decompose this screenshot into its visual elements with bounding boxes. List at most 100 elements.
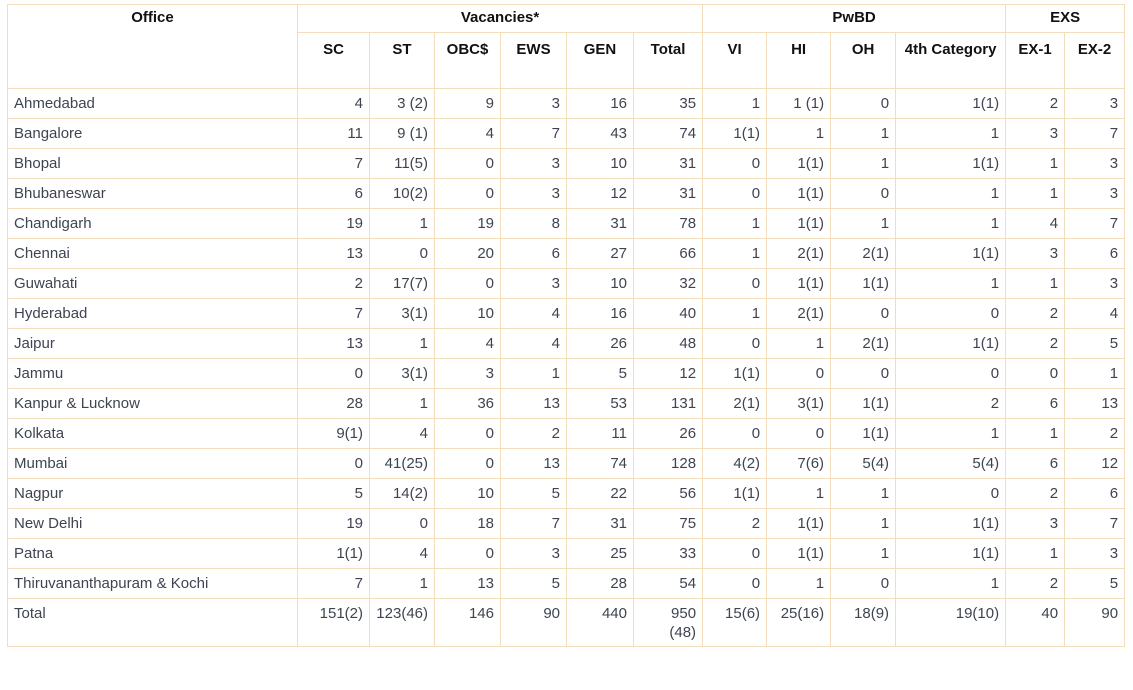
value-cell: 90 <box>500 598 567 647</box>
value-cell: 75 <box>632 508 704 539</box>
value-cell: 2 <box>1005 478 1066 509</box>
column-header-office: Office <box>7 4 298 89</box>
value-cell: 2 <box>297 268 370 299</box>
column-header-oh: OH <box>830 32 897 89</box>
value-cell: 2 <box>702 508 768 539</box>
value-cell: 0 <box>434 418 501 449</box>
value-cell: 3 <box>500 148 567 179</box>
value-cell: 2(1) <box>702 388 768 419</box>
value-cell: 1 <box>766 478 832 509</box>
value-cell: 0 <box>369 238 435 269</box>
value-cell: 16 <box>566 298 634 329</box>
value-cell: 3(1) <box>369 358 435 389</box>
value-cell: 4 <box>434 328 501 359</box>
value-cell: 31 <box>566 508 634 539</box>
value-cell: 74 <box>566 448 634 479</box>
value-cell: 2(1) <box>766 298 832 329</box>
value-cell: 1(1) <box>702 478 768 509</box>
value-cell: 7 <box>1064 118 1126 149</box>
value-cell: 32 <box>632 268 704 299</box>
value-cell: 1(1) <box>766 178 832 209</box>
column-header-ews: EWS <box>500 32 567 89</box>
value-cell: 0 <box>702 568 768 599</box>
value-cell: 0 <box>766 418 832 449</box>
value-cell: 0 <box>434 148 501 179</box>
value-cell: 1(1) <box>895 328 1007 359</box>
value-cell: 18(9) <box>830 598 897 647</box>
value-cell: 1 <box>1005 538 1066 569</box>
value-cell: 0 <box>830 358 897 389</box>
value-cell: 2 <box>500 418 567 449</box>
value-cell: 1 <box>1064 358 1126 389</box>
value-cell: 2 <box>1064 418 1126 449</box>
value-cell: 1 <box>369 328 435 359</box>
value-cell: 41(25) <box>369 448 435 479</box>
value-cell: 6 <box>1005 448 1066 479</box>
value-cell: 31 <box>632 148 704 179</box>
office-cell: Bangalore <box>7 118 298 149</box>
value-cell: 3 <box>500 268 567 299</box>
value-cell: 0 <box>830 298 897 329</box>
value-cell: 3 <box>1005 238 1066 269</box>
value-cell: 35 <box>632 88 704 119</box>
value-cell: 13 <box>1064 388 1126 419</box>
value-cell: 7(6) <box>766 448 832 479</box>
column-header-ex-1: EX-1 <box>1005 32 1066 89</box>
value-cell: 123(46) <box>369 598 435 647</box>
value-cell: 11(5) <box>369 148 435 179</box>
table-row: New Delhi 19 0 18 7 31 75 2 1(1) 1 1(1) 3 7 <box>7 508 1126 539</box>
value-cell: 5(4) <box>895 448 1007 479</box>
value-cell: 74 <box>632 118 704 149</box>
value-cell: 1 <box>830 118 897 149</box>
value-cell: 28 <box>297 388 370 419</box>
value-cell: 3 <box>1064 178 1126 209</box>
value-cell: 0 <box>702 148 768 179</box>
value-cell: 0 <box>434 178 501 209</box>
value-cell: 10 <box>566 148 634 179</box>
value-cell: 1 <box>702 88 768 119</box>
column-header-sc: SC <box>297 32 370 89</box>
value-cell: 1 <box>766 568 832 599</box>
value-cell: 2 <box>1005 298 1066 329</box>
table-row: Nagpur 5 14(2) 10 5 22 56 1(1) 1 1 0 2 6 <box>7 478 1126 509</box>
table-row: Kanpur & Lucknow 28 1 36 13 53 131 2(1) 3(1) 1(1)… <box>7 388 1126 419</box>
value-cell: 7 <box>297 298 370 329</box>
value-cell: 7 <box>500 118 567 149</box>
value-cell: 1 <box>369 388 435 419</box>
table-row: Thiruvananthapuram & Kochi 7 1 13 5 28 54 0 1 0 1 2… <box>7 568 1126 599</box>
value-cell: 3 <box>1005 118 1066 149</box>
value-cell: 0 <box>830 88 897 119</box>
value-cell: 56 <box>632 478 704 509</box>
value-cell: 1(1) <box>830 418 897 449</box>
value-cell: 13 <box>434 568 501 599</box>
column-header-vi: VI <box>702 32 768 89</box>
office-cell: Jaipur <box>7 328 298 359</box>
value-cell: 6 <box>297 178 370 209</box>
value-cell: 7 <box>297 148 370 179</box>
value-cell: 3 <box>500 88 567 119</box>
sub-header-row: SC ST OBC$ EWS GEN Total VI HI OH 4th Category EX-… <box>8 32 1126 89</box>
value-cell: 19 <box>434 208 501 239</box>
value-cell: 4 <box>297 88 370 119</box>
value-cell: 13 <box>500 388 567 419</box>
value-cell: 1 <box>766 118 832 149</box>
table-row: Chennai 13 0 20 6 27 66 1 2(1) 2(1) 1(1) 3 6 <box>7 238 1126 269</box>
value-cell: 20 <box>434 238 501 269</box>
value-cell: 2(1) <box>766 238 832 269</box>
value-cell: 3 <box>1064 538 1126 569</box>
value-cell: 0 <box>830 568 897 599</box>
table-row: Ahmedabad 4 3 (2) 9 3 16 35 1 1 (1) 0 1(1) 2 3 <box>7 88 1126 119</box>
value-cell: 9 (1) <box>369 118 435 149</box>
value-cell: 7 <box>297 568 370 599</box>
value-cell: 12 <box>566 178 634 209</box>
office-cell: Thiruvananthapuram & Kochi <box>7 568 298 599</box>
table-row: Bhubaneswar 6 10(2) 0 3 12 31 0 1(1) 0 1 1 3 <box>7 178 1126 209</box>
value-cell: 8 <box>500 208 567 239</box>
office-cell: Kanpur & Lucknow <box>7 388 298 419</box>
value-cell: 19 <box>297 508 370 539</box>
value-cell: 440 <box>566 598 634 647</box>
vacancy-table: Office Vacancies* PwBD EXS SC ST OBC$ EWS GE… <box>7 4 1126 647</box>
value-cell: 3 <box>500 538 567 569</box>
value-cell: 7 <box>1064 508 1126 539</box>
value-cell: 2(1) <box>830 238 897 269</box>
